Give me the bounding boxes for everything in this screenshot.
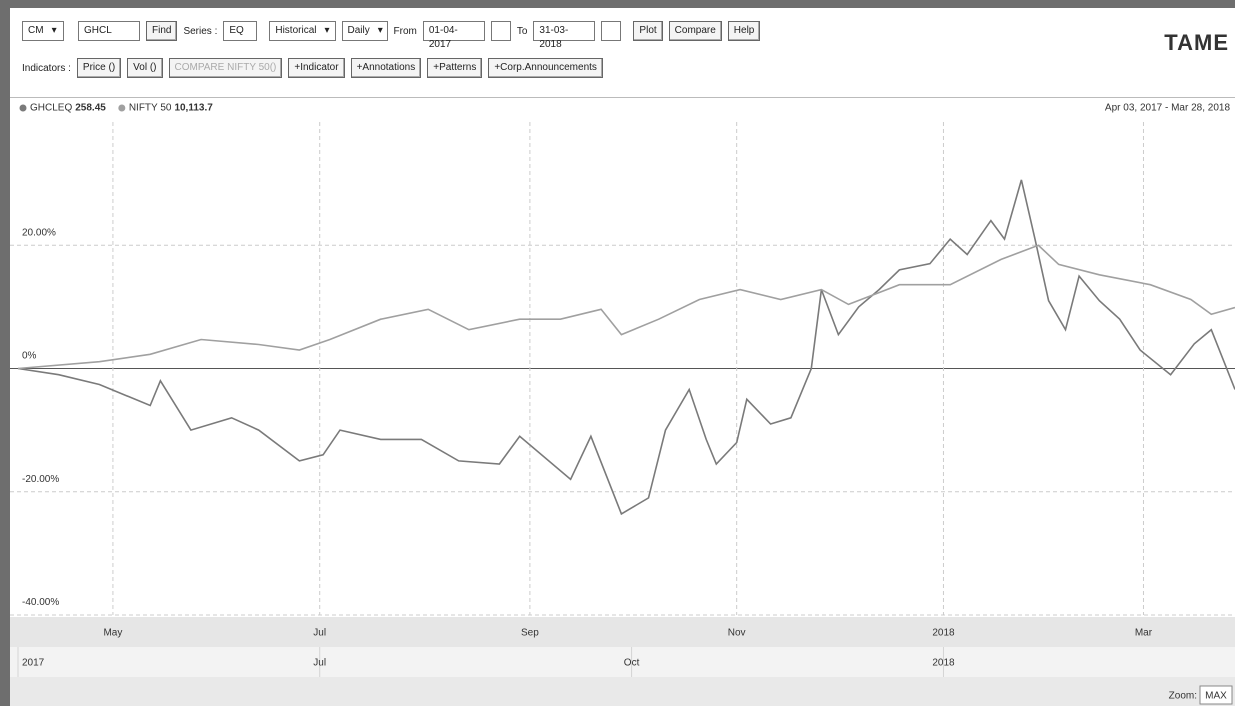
- zoom-value[interactable]: MAX: [1205, 691, 1227, 702]
- navigator-label: 2017: [22, 658, 45, 669]
- vol-button[interactable]: Vol (): [127, 58, 163, 78]
- series-line: [17, 244, 1235, 370]
- navigator: [10, 647, 1235, 677]
- legend-value: 258.45: [75, 103, 106, 114]
- legend-name: NIFTY 50: [129, 103, 172, 114]
- interval-select[interactable]: Daily: [341, 21, 388, 41]
- annotations-button[interactable]: +Annotations: [350, 58, 422, 78]
- y-tick-label: -20.00%: [22, 474, 59, 485]
- legend-value: 10,113.7: [174, 103, 213, 114]
- patterns-button[interactable]: +Patterns: [427, 58, 483, 78]
- x-tick-label: Sep: [521, 628, 539, 639]
- find-button[interactable]: Find: [146, 21, 178, 41]
- toolbar-row: CM GHCL Find Series : EQ Historical Dail…: [22, 21, 761, 50]
- exchange-select[interactable]: CM: [22, 21, 64, 41]
- navigator-label: Jul: [313, 658, 326, 669]
- symbol-input[interactable]: GHCL: [78, 21, 140, 41]
- frame: [0, 0, 10, 706]
- frame: [0, 0, 1235, 8]
- toolbar-row: Indicators : Price () Vol () COMPARE NIF…: [22, 58, 603, 78]
- legend-name: GHCLEQ: [30, 103, 72, 114]
- compare-nifty-button[interactable]: COMPARE NIFTY 50(): [168, 58, 283, 78]
- x-tick-label: Nov: [728, 628, 746, 639]
- corp-announcements-button[interactable]: +Corp.Announcements: [488, 58, 603, 78]
- price-button[interactable]: Price (): [76, 58, 122, 78]
- from-input[interactable]: 01-04-2017: [422, 21, 485, 50]
- compare-button[interactable]: Compare: [668, 21, 722, 41]
- calendar-icon[interactable]: [601, 21, 622, 41]
- navigator-label: 2018: [932, 658, 955, 669]
- series-input[interactable]: EQ: [223, 21, 258, 41]
- axis-band: [10, 617, 1235, 647]
- series-label: Series :: [183, 25, 218, 37]
- navigator-label: Oct: [624, 658, 640, 669]
- zoom-bar: [10, 677, 1235, 706]
- x-tick-label: Mar: [1135, 628, 1153, 639]
- plot-button[interactable]: Plot: [633, 21, 663, 41]
- indicator-button[interactable]: +Indicator: [288, 58, 345, 78]
- logo: TAME: [1164, 30, 1229, 55]
- y-tick-label: -40.00%: [22, 597, 59, 608]
- x-tick-label: 2018: [932, 628, 955, 639]
- from-label: From: [393, 25, 417, 37]
- mode-select[interactable]: Historical: [269, 21, 336, 41]
- legend-marker: [19, 104, 27, 112]
- x-tick-label: May: [103, 628, 122, 639]
- to-label: To: [516, 25, 528, 37]
- x-tick-label: Jul: [313, 628, 326, 639]
- zoom-label: Zoom:: [1169, 691, 1197, 702]
- y-tick-label: 0%: [22, 351, 37, 362]
- calendar-icon[interactable]: [490, 21, 511, 41]
- help-button[interactable]: Help: [727, 21, 761, 41]
- zoom-button[interactable]: [1199, 685, 1233, 705]
- legend-marker: [118, 104, 126, 112]
- to-input[interactable]: 31-03-2018: [533, 21, 596, 50]
- series-line: [17, 179, 1235, 516]
- indicators-label: Indicators :: [22, 62, 71, 74]
- y-tick-label: 20.00%: [22, 227, 56, 238]
- date-range: Apr 03, 2017 - Mar 28, 2018: [1105, 103, 1231, 114]
- divider: [10, 97, 1235, 98]
